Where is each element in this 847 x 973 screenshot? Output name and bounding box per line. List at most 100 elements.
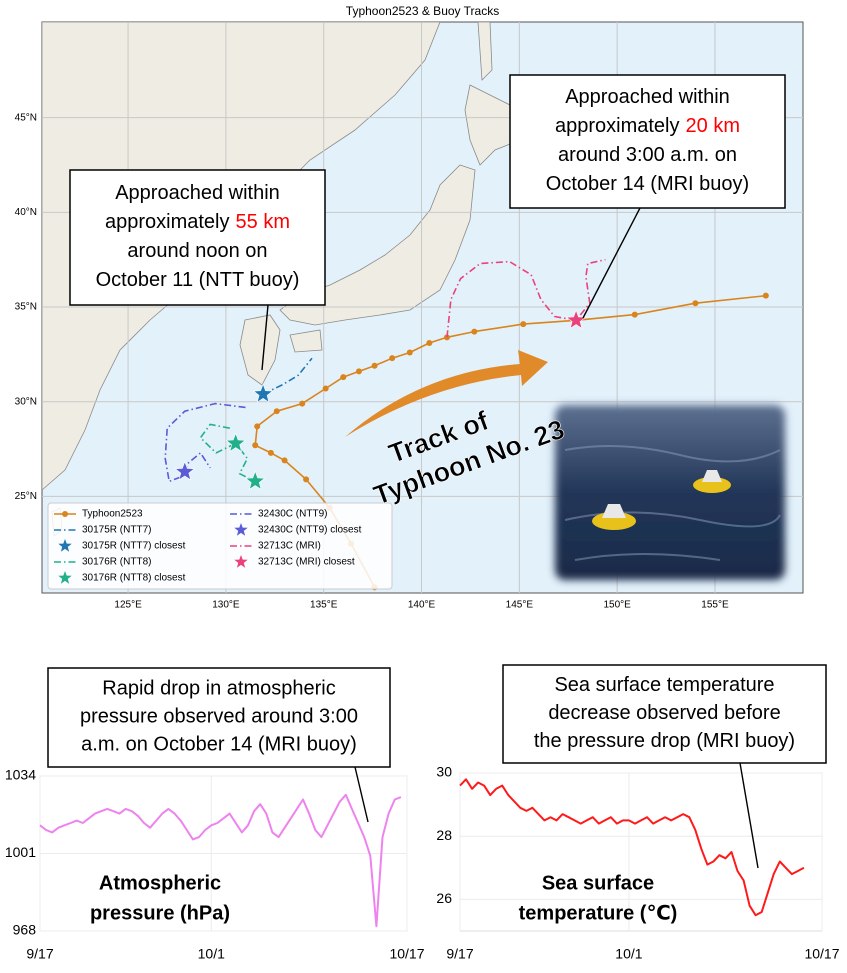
y-tick-label: 35°N xyxy=(15,302,37,313)
series-line xyxy=(262,357,313,395)
callout-text: approximately xyxy=(555,115,680,137)
callout-text: Rapid drop in atmospheric xyxy=(102,678,335,700)
legend-label: 32430C (NTT9) closest xyxy=(258,525,362,536)
y-tick-label: 26 xyxy=(436,890,452,906)
point xyxy=(471,328,478,335)
callout-line: pressure observed around 3:00 xyxy=(80,706,358,728)
closest-star xyxy=(252,383,274,403)
callout-pointer xyxy=(739,762,759,869)
callout-line: decrease observed before xyxy=(548,702,780,724)
point xyxy=(443,334,450,341)
x-tick-label: 140°E xyxy=(408,600,436,611)
kyushu xyxy=(239,314,281,386)
point xyxy=(355,368,362,375)
callout-line: Approached within xyxy=(115,182,280,204)
point xyxy=(273,408,280,415)
series-line xyxy=(459,778,805,917)
point xyxy=(267,449,274,456)
legend-label: 32713C (MRI) xyxy=(258,541,321,552)
callout-line: Sea surface temperature xyxy=(554,674,774,696)
buoy-top xyxy=(702,470,722,482)
legend-label: 30175R (NTT7) closest xyxy=(82,541,186,552)
series-line xyxy=(446,258,606,338)
x-tick-label: 9/17 xyxy=(446,946,473,962)
callout-text: October 11 (NTT buoy) xyxy=(96,269,300,291)
track-arrow xyxy=(345,350,548,437)
x-tick-label: 145°E xyxy=(506,600,534,611)
callout-highlight: 55 km xyxy=(236,211,290,233)
point xyxy=(692,300,699,307)
callout-line: the pressure drop (MRI buoy) xyxy=(534,730,795,752)
legend-swatch xyxy=(234,555,248,568)
callout-text: approximately xyxy=(105,211,230,233)
annotation-layer: Approached within approximately 55 km aroun… xyxy=(47,74,827,869)
callout-box xyxy=(69,169,326,306)
point xyxy=(389,355,396,362)
closest-star xyxy=(174,460,196,481)
callout-line: approximately 20 km xyxy=(555,115,740,137)
callout-line: around 3:00 a.m. on xyxy=(558,144,737,166)
y-tick-label: 30 xyxy=(436,764,452,780)
closest-star xyxy=(225,432,247,453)
point xyxy=(520,321,527,328)
legend-label: 32430C (NTT9) xyxy=(258,509,327,520)
buoy-top xyxy=(602,504,626,518)
callout-box xyxy=(502,664,827,764)
x-tick-label: 10/17 xyxy=(389,946,424,962)
chart-label: temperature (℃) xyxy=(519,902,678,924)
sst-plot-area xyxy=(459,772,823,932)
y-tick-label: 28 xyxy=(436,827,452,843)
point xyxy=(406,349,413,356)
callout-text: decrease observed before xyxy=(548,702,780,724)
point xyxy=(762,292,769,299)
callout-box xyxy=(509,74,786,209)
callout-line: a.m. on October 14 (MRI buoy) xyxy=(81,734,357,756)
legend-swatch xyxy=(62,511,68,517)
series-line xyxy=(164,402,246,483)
honshu xyxy=(279,164,476,326)
chart-label: Sea surface xyxy=(542,872,654,894)
legend-label: 30175R (NTT7) xyxy=(82,525,151,536)
callout-text: around 3:00 a.m. on xyxy=(558,144,737,166)
callout-pointer xyxy=(261,304,269,371)
callout-text: a.m. on October 14 (MRI buoy) xyxy=(81,734,357,756)
callout-text: Sea surface temperature xyxy=(554,674,774,696)
x-tick-label: 9/17 xyxy=(26,946,53,962)
chart-title: Typhoon2523 & Buoy Tracks xyxy=(346,4,499,18)
legend-label: 30176R (NTT8) closest xyxy=(82,573,186,584)
point xyxy=(322,385,329,392)
point xyxy=(426,340,433,347)
legend-label: 32713C (MRI) closest xyxy=(258,557,355,568)
callout-highlight: 20 km xyxy=(686,115,740,137)
callout-box xyxy=(47,667,391,768)
series-line xyxy=(199,423,256,483)
y-tick-label: 1034 xyxy=(5,767,36,783)
point xyxy=(371,362,378,369)
callout-line: approximately 55 km xyxy=(105,211,290,233)
y-tick-label: 30°N xyxy=(15,396,37,407)
point xyxy=(254,423,261,430)
y-tick-label: 1001 xyxy=(5,844,36,860)
callout-text: pressure observed around 3:00 xyxy=(80,706,358,728)
legend-label: Typhoon2523 xyxy=(82,509,143,520)
callout-line: around noon on xyxy=(127,240,267,262)
legend-swatch xyxy=(234,523,248,536)
legend-swatch xyxy=(58,539,72,552)
x-tick-label: 135°E xyxy=(310,600,338,611)
point xyxy=(631,311,638,318)
y-tick-label: 45°N xyxy=(15,112,37,123)
series-line xyxy=(254,294,766,588)
callout-line: October 14 (MRI buoy) xyxy=(546,173,749,195)
closest-star xyxy=(244,470,266,491)
buoy-photo xyxy=(555,405,785,580)
callout-pointer xyxy=(354,766,369,823)
point xyxy=(299,400,306,407)
shikoku xyxy=(289,329,323,353)
x-tick-label: 10/1 xyxy=(198,946,225,962)
callout-text: October 14 (MRI buoy) xyxy=(546,173,749,195)
x-tick-label: 10/1 xyxy=(615,946,642,962)
point xyxy=(281,457,288,464)
photo-sea xyxy=(555,405,785,580)
